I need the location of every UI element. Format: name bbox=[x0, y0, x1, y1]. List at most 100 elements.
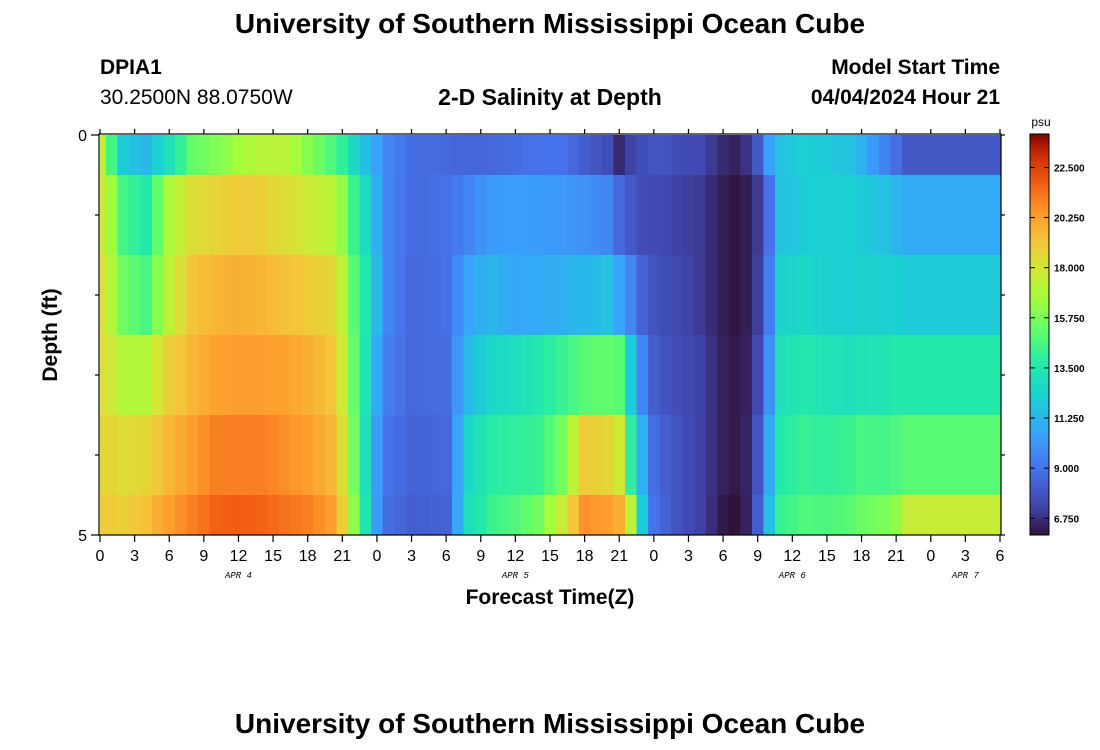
colorbar-tick-label: 18.000 bbox=[1054, 264, 1085, 275]
heatmap-cell bbox=[244, 135, 257, 176]
heatmap-cell bbox=[798, 175, 811, 256]
heatmap-cell bbox=[255, 415, 268, 496]
x-axis: 0 3 6 9 12 15 18 21 0 3 6 9 12 15 18 21 0 3 6 9 12 15 18 21 0 3 6 A… bbox=[96, 129, 1005, 581]
heatmap-cell bbox=[532, 135, 545, 176]
heatmap-cell bbox=[648, 255, 661, 336]
x-tick-label: 3 bbox=[684, 548, 693, 565]
heatmap-cell bbox=[763, 495, 776, 536]
x-tick-label: 9 bbox=[199, 548, 208, 565]
heatmap-cell bbox=[359, 415, 372, 496]
heatmap-cell bbox=[625, 335, 638, 416]
heatmap-cell bbox=[313, 495, 326, 536]
x-date-label: APR 4 bbox=[224, 571, 252, 581]
heatmap-cell bbox=[382, 135, 395, 176]
colorbar-tick-label: 6.750 bbox=[1054, 514, 1079, 525]
heatmap-cell bbox=[151, 135, 165, 176]
heatmap-cell bbox=[186, 335, 199, 416]
heatmap-cell bbox=[486, 415, 499, 496]
heatmap-cell bbox=[798, 335, 811, 416]
heatmap-cell bbox=[763, 135, 776, 176]
heatmap-cell bbox=[959, 135, 972, 176]
heatmap-cell bbox=[613, 415, 626, 496]
heatmap-cell bbox=[486, 495, 499, 536]
heatmap-cell bbox=[451, 255, 465, 336]
heatmap-cell bbox=[798, 135, 811, 176]
heatmap-cell bbox=[498, 335, 511, 416]
heatmap-cell bbox=[267, 415, 280, 496]
heatmap-cell bbox=[913, 255, 926, 336]
heatmap-cell bbox=[532, 175, 545, 256]
heatmap-cell bbox=[682, 135, 695, 176]
heatmap-cell bbox=[890, 255, 903, 336]
heatmap-cell bbox=[244, 415, 257, 496]
heatmap-cell bbox=[821, 415, 834, 496]
heatmap-cell bbox=[613, 135, 626, 176]
heatmap-cell bbox=[175, 255, 188, 336]
heatmap-cell bbox=[209, 495, 222, 536]
heatmap-cell bbox=[105, 415, 118, 496]
heatmap-cell bbox=[359, 335, 372, 416]
heatmap-cell bbox=[728, 415, 741, 496]
heatmap-cell bbox=[428, 495, 441, 536]
heatmap-cell bbox=[959, 255, 972, 336]
heatmap-cell bbox=[175, 335, 188, 416]
heatmap-cell bbox=[486, 255, 499, 336]
heatmap-cell bbox=[313, 175, 326, 256]
heatmap-cell bbox=[348, 175, 361, 256]
heatmap-cell bbox=[336, 135, 349, 176]
heatmap-cell bbox=[221, 135, 234, 176]
heatmap-cell bbox=[821, 255, 834, 336]
heatmap-cell bbox=[809, 135, 822, 176]
heatmap-cell bbox=[267, 255, 280, 336]
heatmap-cell bbox=[140, 135, 153, 176]
heatmap-cell bbox=[498, 135, 511, 176]
heatmap-cell bbox=[705, 255, 718, 336]
heatmap-cell bbox=[798, 255, 811, 336]
heatmap-cell bbox=[625, 495, 638, 536]
heatmap-cell bbox=[636, 335, 649, 416]
heatmap-cell bbox=[798, 495, 811, 536]
heatmap-cell bbox=[740, 255, 753, 336]
heatmap-cell bbox=[371, 495, 384, 536]
heatmap-cell bbox=[971, 255, 984, 336]
heatmap-cell bbox=[278, 335, 291, 416]
heatmap-cell bbox=[278, 175, 291, 256]
x-tick-label: 12 bbox=[230, 548, 248, 565]
model-start-value: 04/04/2024 Hour 21 bbox=[810, 86, 1000, 109]
heatmap-cell bbox=[371, 255, 384, 336]
heatmap-cell bbox=[913, 135, 926, 176]
heatmap-cell bbox=[544, 415, 557, 496]
heatmap-cell bbox=[567, 415, 580, 496]
heatmap-cell bbox=[648, 135, 661, 176]
heatmap-cell bbox=[394, 175, 407, 256]
heatmap-cell bbox=[186, 495, 199, 536]
heatmap-cell bbox=[325, 415, 338, 496]
heatmap-cell bbox=[140, 175, 153, 256]
heatmap-cell bbox=[140, 495, 153, 536]
heatmap-cell bbox=[498, 415, 511, 496]
heatmap-cell bbox=[140, 255, 153, 336]
heatmap-cell bbox=[740, 415, 753, 496]
heatmap-cell bbox=[417, 495, 430, 536]
heatmap-cell bbox=[763, 335, 776, 416]
heatmap-cell bbox=[521, 255, 534, 336]
heatmap-cell bbox=[971, 175, 984, 256]
heatmap-cell bbox=[809, 175, 822, 256]
heatmap-cell bbox=[751, 415, 765, 496]
heatmap-cell bbox=[601, 335, 615, 416]
heatmap-cell bbox=[590, 255, 603, 336]
heatmap-cell bbox=[601, 495, 615, 536]
heatmap-cell bbox=[521, 175, 534, 256]
heatmap-cell bbox=[301, 415, 315, 496]
heatmap-cell bbox=[613, 335, 626, 416]
heatmap-cell bbox=[578, 255, 591, 336]
heatmap-cell bbox=[959, 335, 972, 416]
heatmap-cell bbox=[901, 415, 915, 496]
heatmap-cell bbox=[601, 135, 615, 176]
heatmap-cell bbox=[890, 135, 903, 176]
heatmap-cell bbox=[890, 415, 903, 496]
heatmap-cell bbox=[763, 415, 776, 496]
x-tick-label: 12 bbox=[506, 548, 524, 565]
heatmap-cell bbox=[475, 495, 488, 536]
